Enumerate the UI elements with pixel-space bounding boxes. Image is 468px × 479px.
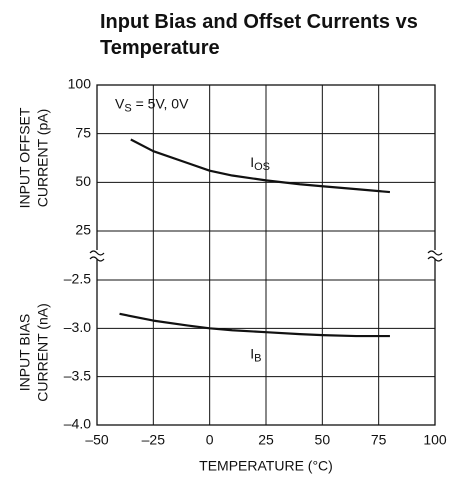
annotation-part: I [250, 345, 254, 361]
y-tick-label: 75 [75, 124, 91, 140]
axis-break [89, 250, 105, 256]
annotation-part: V [115, 95, 125, 111]
annotation: IOS [250, 154, 270, 173]
y-tick-label: 25 [75, 222, 91, 238]
annotation-part: I [250, 154, 254, 170]
data-line [130, 138, 391, 194]
x-axis-label: TEMPERATURE (°C) [199, 458, 333, 474]
y-tick-label: –3.0 [64, 319, 91, 335]
x-tick-label: –25 [142, 432, 166, 448]
annotation-part: OS [254, 161, 270, 173]
annotation: IB [250, 345, 261, 364]
axis-break [427, 256, 443, 262]
axis-break-gap [89, 250, 105, 259]
y-axis-label: CURRENT (pA) [35, 109, 51, 208]
axis-break [89, 256, 105, 262]
y-axis-label: INPUT OFFSET [17, 107, 33, 208]
y-tick-label: 100 [68, 76, 92, 92]
chart-title: Temperature [100, 37, 220, 59]
annotation-part: S [124, 102, 131, 114]
axis-break-gap [427, 250, 443, 259]
y-axis-label: INPUT BIAS [17, 314, 33, 392]
y-tick-label: 50 [75, 173, 91, 189]
x-tick-label: 50 [315, 432, 331, 448]
y-tick-label: –3.5 [64, 367, 91, 383]
x-tick-label: –50 [85, 432, 109, 448]
y-tick-label: –4.0 [64, 416, 91, 432]
y-tick-label: –2.5 [64, 271, 91, 287]
x-tick-label: 100 [423, 432, 447, 448]
y-axis-label: CURRENT (nA) [35, 303, 51, 402]
x-tick-label: 0 [206, 432, 214, 448]
x-tick-label: 75 [371, 432, 387, 448]
x-tick-label: 25 [258, 432, 274, 448]
chart-title: Input Bias and Offset Currents vs [100, 11, 418, 33]
annotation-part: B [254, 352, 261, 364]
annotation: VS = 5V, 0V [115, 95, 189, 114]
annotation-part: = 5V, 0V [132, 95, 189, 111]
data-line [119, 312, 390, 338]
axis-break [427, 250, 443, 256]
